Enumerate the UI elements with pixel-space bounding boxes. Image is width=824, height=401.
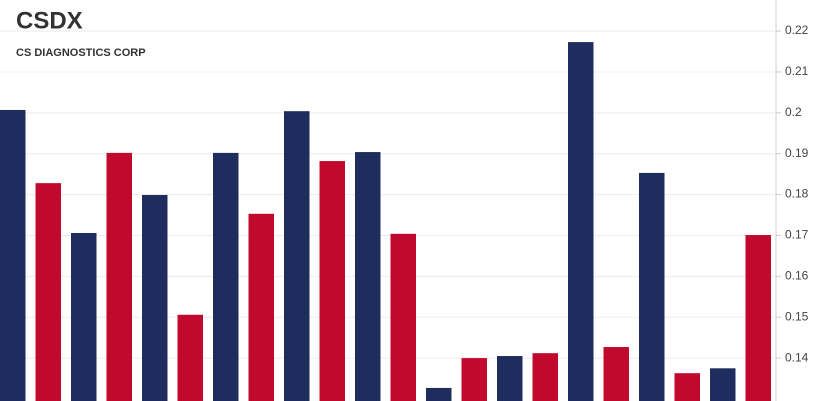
y-tick-label: 0.14	[785, 350, 809, 364]
bar	[745, 235, 771, 401]
bar	[284, 111, 310, 401]
chart-title: CSDX	[16, 7, 83, 34]
bar	[710, 368, 736, 401]
plot: 0.14 0.15 0.16 0.17 0.18 0.19 0.2 0.21 0.22	[0, 23, 809, 401]
bar	[106, 152, 132, 401]
bar	[426, 387, 452, 401]
bar	[639, 172, 665, 401]
bar	[497, 356, 523, 401]
bar	[461, 358, 487, 401]
y-tick-label: 0.16	[785, 268, 809, 282]
y-tick-label: 0.22	[785, 23, 809, 37]
bar	[674, 373, 700, 401]
bar	[0, 109, 26, 401]
bar	[142, 194, 168, 401]
bar	[71, 232, 97, 401]
y-tick-label: 0.2	[785, 105, 802, 119]
bar	[319, 161, 345, 401]
bar	[177, 314, 203, 401]
bar	[568, 42, 594, 401]
y-tick-label: 0.19	[785, 146, 809, 160]
bar	[248, 213, 274, 401]
bar	[603, 347, 629, 401]
bar	[35, 183, 61, 401]
y-tick-label: 0.15	[785, 309, 809, 323]
y-tick-label: 0.18	[785, 187, 809, 201]
y-tick-label: 0.17	[785, 228, 809, 242]
bar	[390, 233, 416, 401]
y-tick-label: 0.21	[785, 64, 809, 78]
bar	[532, 353, 558, 401]
bar	[213, 152, 239, 401]
chart-subtitle: CS DIAGNOSTICS CORP	[16, 47, 146, 59]
bar	[355, 152, 381, 401]
